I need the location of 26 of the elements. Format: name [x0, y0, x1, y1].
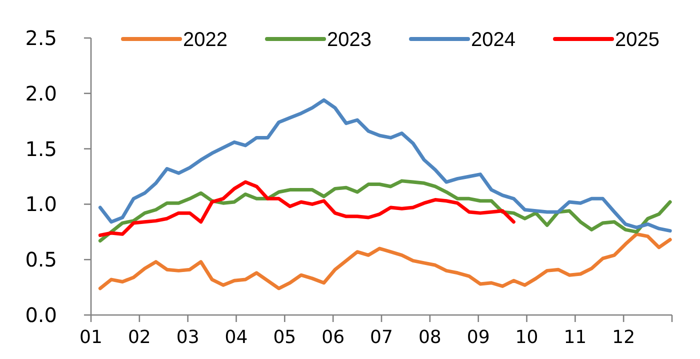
- line-series: [98, 180, 516, 237]
- x-tick-label: 04: [224, 327, 248, 348]
- x-tick-label: 01: [80, 327, 102, 348]
- x-tick-label: 11: [564, 327, 587, 348]
- x-tick-label: 03: [176, 327, 200, 348]
- y-tick-label: 1.0: [25, 192, 57, 216]
- line-series: [98, 98, 672, 233]
- line-series: [98, 179, 672, 243]
- x-tick-label: 10: [515, 327, 538, 348]
- legend-label: 2025: [615, 29, 660, 51]
- x-tick-label: 05: [273, 327, 296, 348]
- y-tick-label: 2.0: [25, 81, 57, 106]
- legend-label: 2023: [327, 29, 372, 51]
- x-tick-label: 07: [370, 327, 393, 348]
- line-series: [98, 232, 672, 290]
- y-tick-label: 2.5: [25, 26, 57, 50]
- x-tick-label: 09: [466, 327, 490, 348]
- x-tick-label: 02: [128, 327, 151, 348]
- x-tick-label: 08: [418, 327, 442, 348]
- x-tick-label: 12: [612, 327, 636, 348]
- x-tick-label: 06: [322, 327, 345, 348]
- y-tick-label: 0.0: [25, 303, 57, 327]
- y-tick-label: 1.5: [25, 136, 57, 161]
- y-tick-label: 0.5: [25, 248, 57, 272]
- legend-label: 2022: [183, 29, 228, 51]
- legend-label: 2024: [471, 29, 516, 51]
